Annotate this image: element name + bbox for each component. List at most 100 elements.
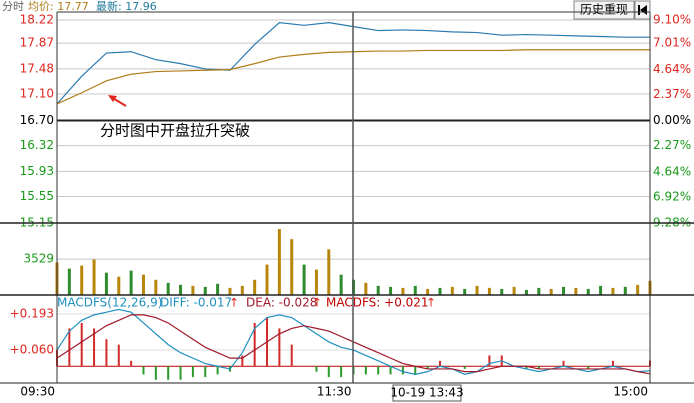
cursor-time: 10-19 13:43 (390, 386, 463, 400)
volume-bar (166, 282, 170, 295)
macd-bar (241, 355, 244, 367)
volume-bar (562, 286, 566, 295)
volume-bar (290, 239, 294, 295)
macd-header: ↑ (229, 296, 239, 310)
volume-bar (574, 287, 578, 295)
volume-bar (277, 229, 281, 295)
volume-bar (512, 286, 516, 295)
volume-bar (104, 272, 108, 295)
y2-tick-label: 2.27% (653, 138, 691, 152)
macd-bar (93, 328, 96, 367)
macd-bar (340, 366, 343, 378)
macd-bar (216, 366, 219, 375)
volume-bar (636, 284, 640, 295)
y-tick-label: 17.87 (20, 36, 54, 50)
macd-header: ↑ (312, 296, 322, 310)
y-tick-label: 15.55 (20, 189, 54, 203)
macd-bar (438, 360, 441, 367)
macd-bar (611, 360, 614, 367)
macd-header: DIFF: -0.017 (160, 296, 232, 310)
mode-label: 分时 (2, 0, 24, 13)
y2-tick-label: 7.01% (653, 36, 691, 50)
volume-bar (253, 279, 257, 295)
volume-bar (314, 269, 318, 295)
y-tick-label: 3529 (23, 252, 54, 266)
y-tick-label: 18.22 (20, 13, 54, 27)
macd-bar (105, 339, 108, 367)
macd-bar (80, 322, 83, 367)
macd-bar (204, 366, 207, 378)
volume-bar (599, 285, 603, 295)
macd-bar (154, 366, 157, 380)
volume-bar (463, 288, 467, 295)
volume-bar (487, 287, 491, 295)
y2-tick-label: 4.64% (653, 62, 691, 76)
volume-bar (426, 288, 430, 295)
volume-bar (376, 285, 380, 295)
macd-bar (401, 366, 404, 375)
annotation-arrowhead (108, 95, 117, 102)
volume-bar (500, 288, 504, 295)
volume-bar (228, 287, 232, 295)
macd-bar (377, 366, 380, 375)
macd-header: ↑ (426, 296, 436, 310)
y-tick-label: 15.93 (20, 164, 54, 178)
macd-bar (414, 366, 417, 375)
volume-bar (450, 286, 454, 295)
macd-bar (488, 355, 491, 367)
macd-bar (537, 366, 540, 369)
avg-price: 均价: 17.77 (28, 0, 89, 13)
x-tick-label: 09:30 (20, 385, 55, 399)
macd-bar (426, 366, 429, 369)
macd-bar (68, 328, 71, 367)
y-tick-label: 17.10 (20, 87, 54, 101)
macd-header: MACDFS(12,26,9) (57, 296, 162, 310)
macd-bar (327, 366, 330, 378)
volume-bar (586, 288, 590, 295)
cursor-time-box (392, 384, 462, 402)
volume-bar (475, 285, 479, 295)
last-price: 最新: 17.96 (96, 0, 157, 13)
volume-bar (141, 274, 145, 295)
annotation: 分时图中开盘拉升突破 (100, 122, 250, 140)
volume-bar (611, 287, 615, 295)
volume-bar (129, 270, 133, 295)
macd-bar (364, 366, 367, 375)
y-tick-label: +0.060 (10, 343, 54, 357)
volume-bar (327, 249, 331, 295)
volume-bar (179, 284, 183, 295)
y-tick-label: 16.32 (20, 138, 54, 152)
history-button-label[interactable]: 历史重现 (580, 3, 628, 17)
macd-bar (253, 322, 256, 367)
volume-bar (154, 279, 158, 295)
macd-bar (142, 366, 145, 375)
y2-tick-label: 9.10% (653, 13, 691, 27)
macd-bar (315, 366, 318, 372)
macd-header: DEA: -0.028 (246, 296, 317, 310)
macd-bar (290, 344, 293, 367)
macd-header: MACDFS: +0.021 (326, 296, 429, 310)
volume-bar (240, 285, 244, 295)
volume-bar (191, 285, 195, 295)
volume-bar (413, 285, 417, 295)
volume-bar (67, 268, 71, 295)
macd-bar (587, 366, 590, 369)
volume-bar (216, 283, 220, 295)
macd-bar (463, 366, 466, 369)
volume-bar (549, 288, 553, 295)
x-tick-label: 11:30 (317, 385, 352, 399)
x-tick-label: 15:00 (613, 385, 648, 399)
volume-bar (389, 286, 393, 295)
macd-bar (117, 344, 120, 367)
volume-bar (203, 286, 207, 295)
volume-bar (524, 289, 528, 295)
y2-tick-label: 0.00% (653, 113, 691, 127)
back-icon[interactable] (634, 0, 651, 20)
macd-bar (562, 360, 565, 367)
history-button[interactable] (573, 0, 635, 20)
volume-bar (80, 265, 84, 295)
macd-bar (525, 366, 528, 369)
volume-bar (364, 282, 368, 295)
